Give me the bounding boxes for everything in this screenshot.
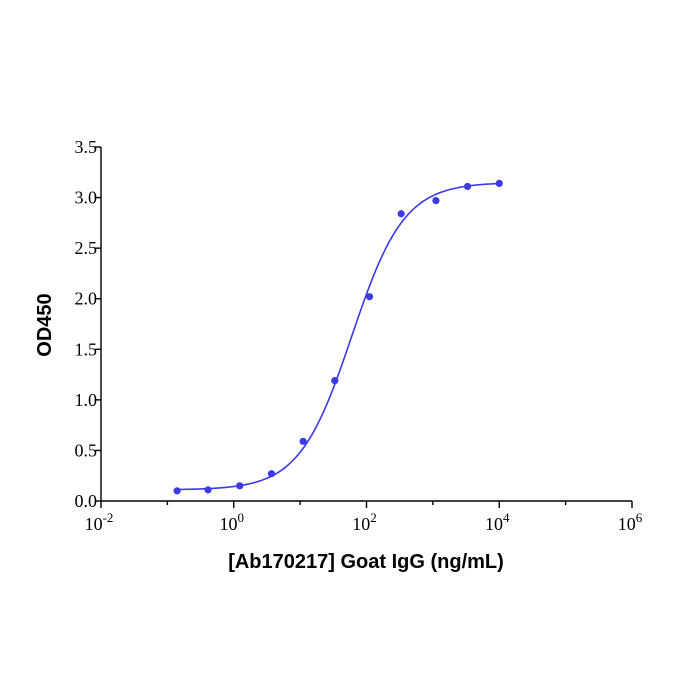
data-point bbox=[204, 486, 212, 494]
data-point bbox=[397, 210, 405, 218]
x-tick-label: 106 bbox=[618, 510, 643, 534]
y-tick-label: 1.0 bbox=[75, 390, 98, 410]
data-point bbox=[236, 482, 244, 490]
y-tick-label: 2.0 bbox=[75, 289, 98, 309]
y-tick-label: 2.5 bbox=[75, 238, 98, 258]
data-points bbox=[173, 179, 503, 495]
y-tick-label: 3.0 bbox=[75, 188, 98, 208]
x-tick-label: 104 bbox=[485, 510, 510, 534]
x-tick-label: 100 bbox=[220, 510, 245, 534]
x-axis-ticks: 10-2 100 102 104 106 bbox=[85, 501, 643, 534]
data-point bbox=[331, 377, 339, 385]
y-axis-ticks: 0.0 0.5 1.0 1.5 2.0 2.5 3.0 3.5 bbox=[75, 137, 101, 511]
y-tick-label: 0.0 bbox=[75, 491, 98, 511]
x-tick-label: 10-2 bbox=[85, 510, 114, 534]
data-point bbox=[365, 293, 374, 301]
y-axis-title: OD450 bbox=[34, 293, 56, 356]
x-axis-title: [Ab170217] Goat IgG (ng/mL) bbox=[228, 551, 504, 573]
fit-curve-layer bbox=[177, 182, 500, 491]
y-tick-label: 3.5 bbox=[75, 137, 98, 157]
y-tick-label: 1.5 bbox=[75, 339, 98, 359]
data-point bbox=[495, 179, 503, 188]
axes bbox=[100, 147, 632, 502]
fit-curve bbox=[177, 182, 500, 491]
data-point bbox=[173, 487, 181, 495]
data-point bbox=[432, 197, 440, 205]
x-tick-label: 102 bbox=[352, 510, 377, 534]
data-point bbox=[463, 182, 472, 191]
y-tick-label: 0.5 bbox=[75, 440, 98, 460]
data-point bbox=[267, 470, 276, 478]
data-point bbox=[299, 437, 307, 445]
